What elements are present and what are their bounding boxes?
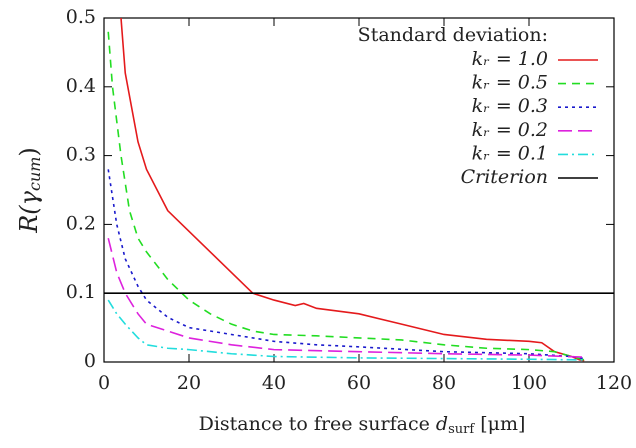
x-label-unit: [μm] (474, 413, 525, 435)
y-tick-label: 0.5 (66, 6, 96, 28)
y-axis-label: R(γcum) (15, 147, 44, 234)
legend-title: Standard deviation: (358, 24, 548, 46)
series-line (120, 18, 585, 362)
x-label-var: d (436, 413, 448, 435)
legend-label: kᵣ = 0.1 (472, 142, 548, 164)
series-line (107, 31, 585, 361)
legend-label: kᵣ = 0.3 (472, 95, 548, 117)
plot-lines (104, 18, 614, 362)
x-tick-label: 40 (262, 372, 286, 394)
y-tick-label: 0.1 (66, 281, 96, 303)
y-label-text: R(γ (15, 190, 43, 233)
y-tick-label: 0.4 (66, 75, 96, 97)
x-tick-label: 100 (511, 372, 547, 394)
x-tick-label: 60 (347, 372, 371, 394)
legend-label: Criterion (461, 166, 548, 188)
x-tick-label: 0 (98, 372, 110, 394)
y-tick-label: 0 (84, 350, 96, 372)
y-label-sub: cum (25, 157, 44, 191)
x-tick-label: 80 (432, 372, 456, 394)
x-label-text: Distance to free surface (199, 413, 436, 435)
x-label-sub: surf (448, 422, 475, 437)
x-tick-label: 20 (177, 372, 201, 394)
series-line (107, 299, 585, 361)
series-line (107, 237, 585, 358)
y-tick-label: 0.2 (66, 212, 96, 234)
legend-label: kᵣ = 0.2 (472, 119, 548, 141)
x-tick-label: 120 (596, 372, 632, 394)
legend-label: kᵣ = 0.5 (472, 72, 548, 94)
x-axis-label: Distance to free surface dsurf [μm] (199, 413, 526, 437)
y-tick-label: 0.3 (66, 144, 96, 166)
series-line (107, 169, 585, 360)
y-label-close: ) (15, 147, 43, 156)
legend-label: kᵣ = 1.0 (472, 48, 548, 70)
